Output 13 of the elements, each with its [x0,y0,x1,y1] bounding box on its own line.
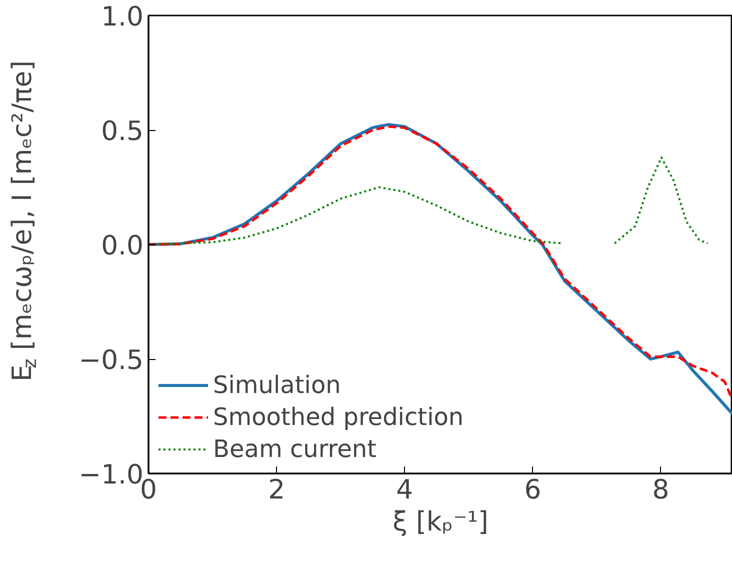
legend-label: Simulation [213,371,341,399]
y-tick-label: −0.5 [78,345,144,376]
legend-label: Smoothed prediction [213,403,464,431]
x-tick-label: 8 [652,474,670,506]
y-tick-label: 0.0 [101,230,144,262]
legend-label: Beam current [213,435,377,463]
y-tick-label: 0.5 [101,116,144,147]
y-axis-title: Ez [mₑcωₚ/e], I [mₑc²/πe] [7,60,41,382]
x-tick-label: 4 [396,474,414,506]
x-tick-label: 2 [268,474,286,506]
x-axis-title: ξ [kₚ⁻¹] [392,506,488,538]
y-tick-label: 1.0 [101,2,144,32]
x-tick-label: 6 [524,474,542,506]
